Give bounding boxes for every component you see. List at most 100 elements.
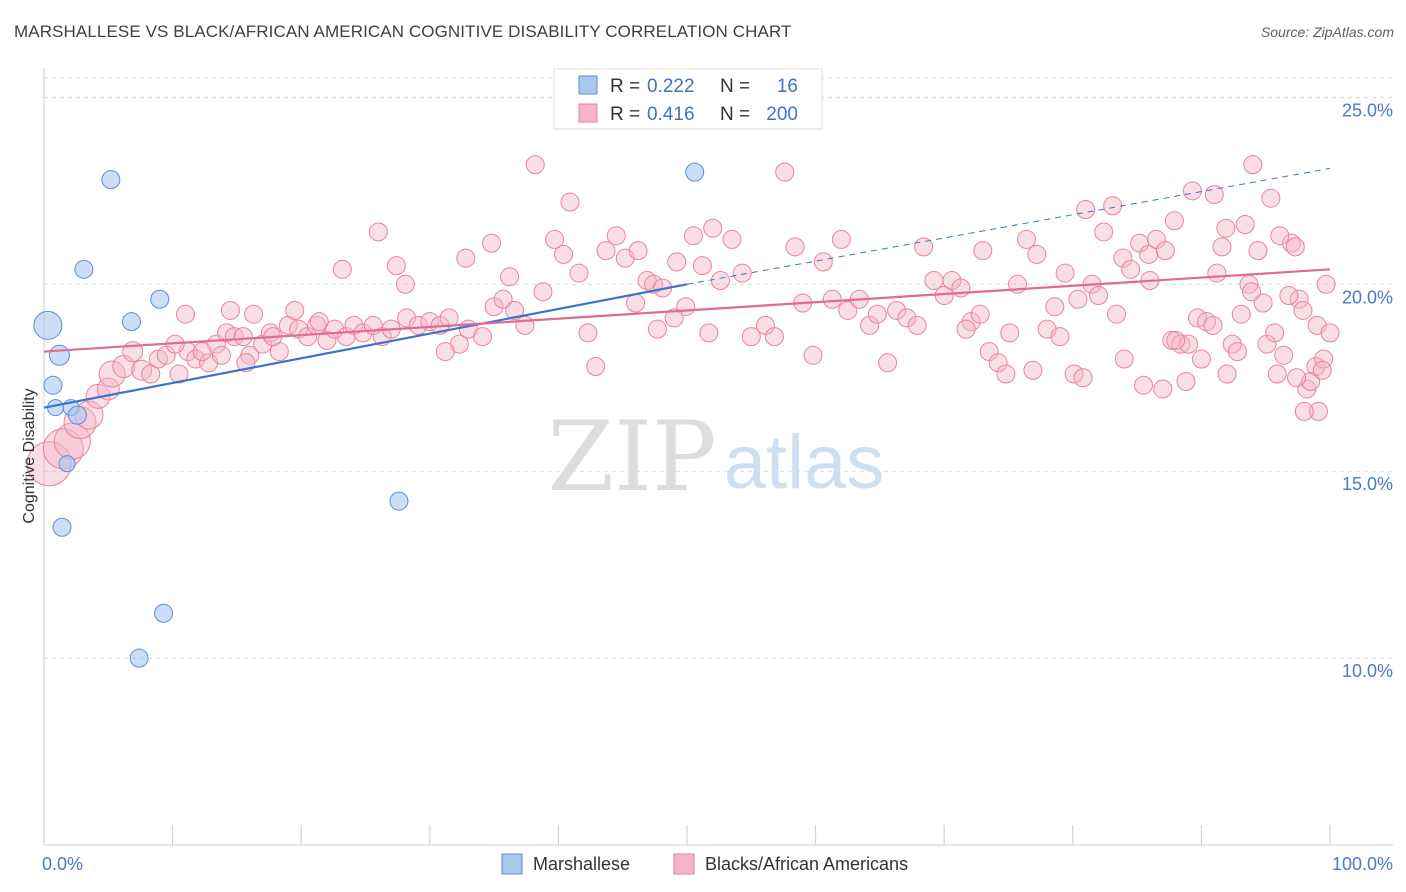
point-blacks-195 bbox=[1076, 200, 1096, 220]
point-blacks-42 bbox=[439, 308, 459, 328]
point-blacks-181 bbox=[1316, 274, 1336, 294]
point-blacks-104 bbox=[831, 229, 851, 249]
point-blacks-188 bbox=[1267, 364, 1287, 384]
point-blacks-176 bbox=[1279, 286, 1299, 305]
point-blacks-77 bbox=[606, 226, 626, 246]
point-blacks-148 bbox=[1231, 304, 1251, 324]
point-blacks-142 bbox=[1179, 334, 1199, 354]
tick-labels: 10.0% 15.0% 20.0% 25.0% 0.0% 100.0% bbox=[42, 100, 1393, 874]
legend-r-value-1: 0.222 bbox=[647, 76, 695, 97]
point-blacks-197 bbox=[1134, 375, 1154, 395]
legend-n-value-1: 16 bbox=[777, 76, 798, 97]
point-blacks-161 bbox=[1000, 323, 1020, 343]
legend-r-label-2: R = bbox=[610, 104, 640, 125]
point-blacks-128 bbox=[1055, 263, 1075, 283]
point-marshallese-0 bbox=[33, 310, 63, 340]
point-blacks-103 bbox=[822, 289, 842, 309]
point-blacks-7 bbox=[98, 360, 126, 388]
y-tick-label-0: 10.0% bbox=[1342, 661, 1393, 681]
point-blacks-85 bbox=[683, 226, 703, 246]
point-blacks-180 bbox=[1308, 401, 1328, 421]
watermark-atlas: atlas bbox=[724, 420, 885, 505]
trend-line-marshallese bbox=[43, 283, 688, 409]
point-blacks-122 bbox=[996, 364, 1016, 384]
point-blacks-11 bbox=[141, 364, 161, 384]
point-blacks-92 bbox=[664, 308, 684, 328]
point-blacks-110 bbox=[887, 300, 907, 320]
point-blacks-178 bbox=[1293, 300, 1313, 320]
point-marshallese-6 bbox=[52, 517, 72, 537]
point-blacks-162 bbox=[1023, 360, 1043, 380]
point-blacks-101 bbox=[803, 345, 823, 365]
point-blacks-134 bbox=[1113, 248, 1133, 268]
point-blacks-127 bbox=[1045, 297, 1065, 317]
point-blacks-57 bbox=[211, 345, 231, 365]
point-blacks-171 bbox=[1235, 214, 1255, 234]
point-blacks-23 bbox=[253, 334, 273, 354]
point-blacks-157 bbox=[1306, 357, 1326, 377]
point-blacks-75 bbox=[586, 357, 606, 377]
point-blacks-61 bbox=[368, 222, 388, 242]
trend-lines bbox=[43, 167, 1331, 409]
point-blacks-79 bbox=[628, 241, 648, 261]
point-blacks-70 bbox=[545, 229, 565, 249]
point-blacks-194 bbox=[1068, 289, 1088, 309]
point-marshallese-7 bbox=[101, 170, 121, 190]
point-blacks-64 bbox=[435, 342, 455, 362]
point-blacks-165 bbox=[1114, 349, 1134, 369]
point-blacks-56 bbox=[192, 342, 212, 362]
y-axis-label: Cognitive Disability bbox=[21, 388, 38, 523]
point-blacks-21 bbox=[233, 327, 253, 347]
point-blacks-192 bbox=[1312, 360, 1332, 380]
bottom-legend-swatch-marshallese bbox=[501, 853, 523, 875]
point-blacks-90 bbox=[626, 293, 646, 313]
point-blacks-154 bbox=[1281, 233, 1301, 253]
point-blacks-98 bbox=[775, 162, 795, 182]
point-blacks-83 bbox=[667, 252, 687, 272]
point-blacks-38 bbox=[397, 308, 417, 328]
bottom-legend: Marshallese Blacks/African Americans bbox=[501, 853, 908, 875]
series-marshallese bbox=[33, 162, 705, 668]
point-blacks-189 bbox=[1287, 368, 1307, 388]
point-blacks-172 bbox=[1243, 155, 1263, 175]
source-label: Source: ZipAtlas.com bbox=[1260, 24, 1394, 40]
point-blacks-71 bbox=[554, 244, 574, 264]
point-blacks-69 bbox=[533, 282, 553, 302]
bottom-legend-swatch-blacks bbox=[673, 853, 695, 875]
legend-r-value-2: 0.416 bbox=[647, 104, 695, 125]
point-blacks-102 bbox=[813, 252, 833, 272]
point-blacks-39 bbox=[408, 315, 428, 335]
point-blacks-163 bbox=[1050, 327, 1070, 347]
point-blacks-187 bbox=[1242, 282, 1262, 302]
point-blacks-130 bbox=[1073, 368, 1093, 388]
bottom-legend-label-marshallese: Marshallese bbox=[533, 854, 630, 874]
point-blacks-14 bbox=[169, 364, 189, 384]
point-marshallese-2 bbox=[43, 375, 63, 395]
point-blacks-99 bbox=[785, 237, 805, 257]
point-blacks-107 bbox=[860, 315, 880, 335]
point-blacks-34 bbox=[353, 323, 373, 343]
point-blacks-159 bbox=[956, 319, 976, 339]
point-blacks-30 bbox=[317, 330, 337, 350]
point-blacks-145 bbox=[1207, 263, 1227, 283]
legend-n-label-1: N = bbox=[720, 76, 750, 97]
point-marshallese-14 bbox=[685, 162, 705, 182]
point-blacks-112 bbox=[907, 315, 927, 335]
point-blacks-45 bbox=[473, 327, 493, 347]
point-blacks-151 bbox=[1257, 334, 1277, 354]
point-blacks-185 bbox=[1212, 237, 1232, 257]
point-blacks-73 bbox=[569, 263, 589, 283]
point-blacks-67 bbox=[500, 267, 520, 287]
point-blacks-173 bbox=[1253, 293, 1273, 313]
point-blacks-155 bbox=[1289, 289, 1309, 309]
watermark: ZIP atlas bbox=[547, 401, 884, 513]
point-blacks-63 bbox=[395, 274, 415, 294]
point-blacks-184 bbox=[1191, 349, 1211, 369]
bottom-legend-label-blacks: Blacks/African Americans bbox=[705, 854, 908, 874]
point-blacks-54 bbox=[309, 312, 329, 332]
point-blacks-168 bbox=[1182, 181, 1202, 201]
point-marshallese-8 bbox=[74, 259, 94, 279]
axes bbox=[43, 68, 1393, 846]
point-blacks-141 bbox=[1171, 334, 1191, 354]
